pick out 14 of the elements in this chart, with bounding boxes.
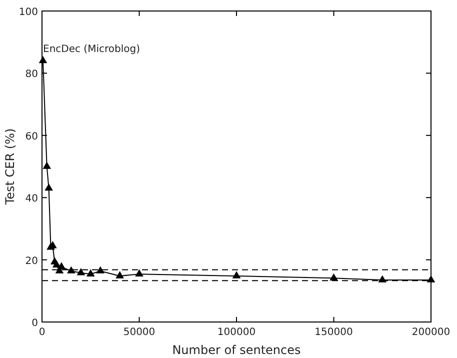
y-axis-title: Test CER (%) [3, 128, 17, 206]
x-axis-title: Number of sentences [172, 343, 301, 357]
x-tick-label: 0 [38, 327, 46, 338]
y-tick-label: 60 [25, 131, 38, 142]
x-tick-label: 50000 [123, 327, 156, 338]
x-tick-label: 200000 [412, 327, 450, 338]
y-tick-label: 20 [25, 256, 38, 267]
y-tick-label: 100 [18, 7, 38, 18]
y-tick-label: 80 [25, 69, 38, 80]
x-tick-label: 100000 [217, 327, 256, 338]
annotation: EncDec (Microblog) [43, 44, 140, 55]
x-tick-label: 150000 [314, 327, 353, 338]
y-tick-label: 0 [32, 318, 38, 329]
y-tick-label: 40 [25, 194, 38, 205]
